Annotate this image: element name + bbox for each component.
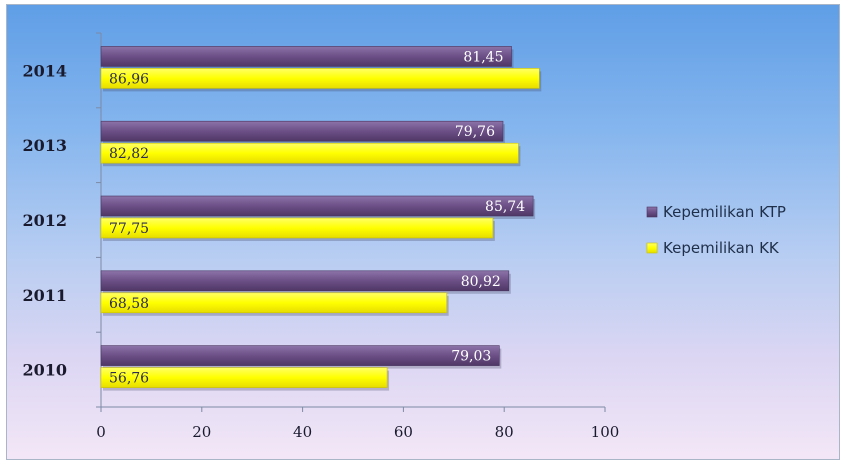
y-tick-label: 2014 (22, 61, 67, 80)
data-label-kk: 86,96 (109, 71, 149, 87)
x-tick-label: 100 (591, 423, 620, 441)
legend-swatch-ktp (646, 206, 658, 218)
bar-kk (100, 367, 388, 388)
y-tick-label: 2013 (22, 136, 67, 155)
bar-ktp (100, 46, 512, 67)
data-label-kk: 77,75 (109, 221, 149, 237)
data-label-ktp: 80,92 (461, 274, 501, 290)
y-tick-label: 2012 (22, 211, 67, 230)
x-tick-label: 60 (394, 423, 413, 441)
bar-ktp (100, 270, 510, 292)
legend: Kepemilikan KTP Kepemilikan KK (646, 203, 786, 257)
y-tick-label: 2010 (22, 361, 67, 380)
data-label-ktp: 85,74 (485, 199, 525, 215)
legend-label-ktp: Kepemilikan KTP (663, 203, 786, 221)
y-tick-label: 2011 (22, 286, 67, 305)
bar-kk (100, 292, 447, 314)
legend-swatch-kk (646, 242, 658, 254)
x-tick-label: 20 (192, 423, 211, 441)
bar-ktp (100, 120, 504, 142)
x-tick-label: 40 (293, 423, 312, 441)
bar-kk (100, 217, 494, 239)
data-label-ktp: 81,45 (463, 49, 503, 65)
bar-ktp (100, 195, 534, 217)
data-label-kk: 82,82 (109, 146, 149, 162)
data-label-kk: 56,76 (109, 371, 149, 387)
bar-chart: 0 20 40 60 80 100 2014 81,45 86,96 2013 79,76 82,82… (22, 32, 786, 441)
bar-kk (100, 142, 519, 164)
x-tick-label: 0 (96, 423, 106, 441)
chart-frame: 0 20 40 60 80 100 2014 81,45 86,96 2013 79,76 82,82… (6, 4, 840, 460)
x-tick-label: 80 (495, 423, 514, 441)
legend-label-kk: Kepemilikan KK (663, 239, 780, 257)
data-label-ktp: 79,76 (455, 124, 495, 140)
data-label-kk: 68,58 (109, 296, 149, 312)
bar-ktp (100, 345, 500, 366)
bar-kk (100, 68, 540, 89)
data-label-ktp: 79,03 (451, 349, 491, 365)
